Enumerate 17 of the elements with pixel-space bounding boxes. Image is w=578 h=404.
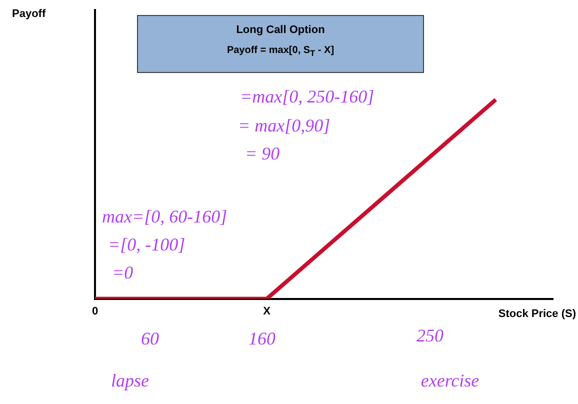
- x-tick-label: X: [263, 305, 272, 318]
- chart-subtitle: Payoff = max[0, S$_{T}$ - X]: [226, 45, 336, 58]
- chart-title: Long Call Option: [235, 24, 326, 36]
- text: 250: [416, 326, 444, 346]
- text: exercise: [420, 370, 480, 391]
- annotation: =0: [112, 262, 134, 283]
- x-axis-title: Stock Price (S): [498, 308, 576, 320]
- annotation: =[0, -100]: [108, 234, 186, 255]
- text: lapse: [111, 370, 150, 391]
- x-tick-label: 0: [92, 305, 98, 318]
- text: 160: [248, 328, 276, 349]
- text: 60: [141, 328, 159, 349]
- annotation: = max[0,90]: [238, 116, 330, 136]
- annotation: max=[0, 60-160]: [102, 206, 228, 227]
- text: Payoff: [12, 8, 46, 20]
- annotation: = 90: [245, 144, 280, 164]
- annotation: =max[0, 250-160]: [240, 86, 374, 107]
